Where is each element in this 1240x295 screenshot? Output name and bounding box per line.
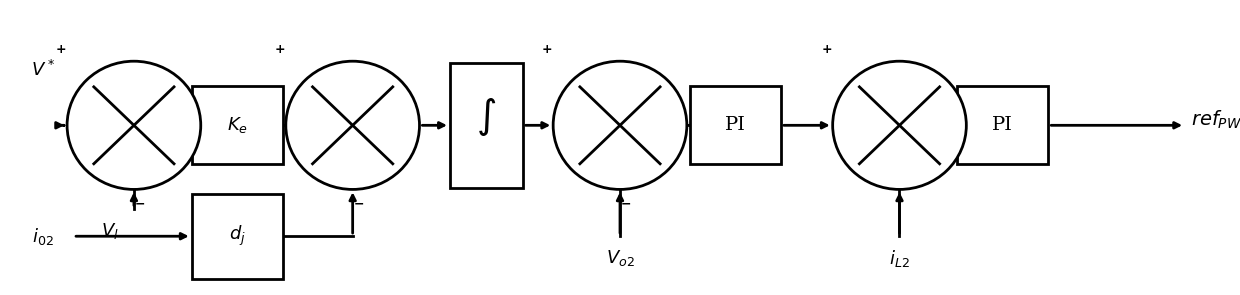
- Ellipse shape: [553, 61, 687, 189]
- Text: −: −: [621, 198, 631, 211]
- Ellipse shape: [832, 61, 966, 189]
- Text: +: +: [274, 43, 285, 56]
- Text: $\int$: $\int$: [476, 96, 496, 138]
- Ellipse shape: [67, 61, 201, 189]
- Text: $V_{o2}$: $V_{o2}$: [605, 248, 635, 268]
- Bar: [689, 86, 781, 164]
- Text: −: −: [353, 198, 365, 211]
- Text: $K_e$: $K_e$: [227, 115, 248, 135]
- Text: $d_j$: $d_j$: [228, 224, 246, 248]
- Text: $V_l$: $V_l$: [100, 221, 119, 241]
- Bar: [957, 86, 1048, 164]
- Bar: [192, 194, 283, 279]
- Text: PI: PI: [725, 116, 746, 134]
- Bar: [450, 63, 523, 188]
- Text: $i_{L2}$: $i_{L2}$: [889, 248, 910, 269]
- Text: −: −: [135, 198, 145, 211]
- Text: $i_{02}$: $i_{02}$: [32, 226, 53, 247]
- Text: +: +: [56, 43, 66, 56]
- Bar: [192, 86, 283, 164]
- Text: +: +: [542, 43, 552, 56]
- Text: $V^*$: $V^*$: [31, 60, 55, 80]
- Text: +: +: [821, 43, 832, 56]
- Text: $\mathit{ref}_{PWM}$: $\mathit{ref}_{PWM}$: [1192, 109, 1240, 131]
- Ellipse shape: [285, 61, 419, 189]
- Text: PI: PI: [992, 116, 1013, 134]
